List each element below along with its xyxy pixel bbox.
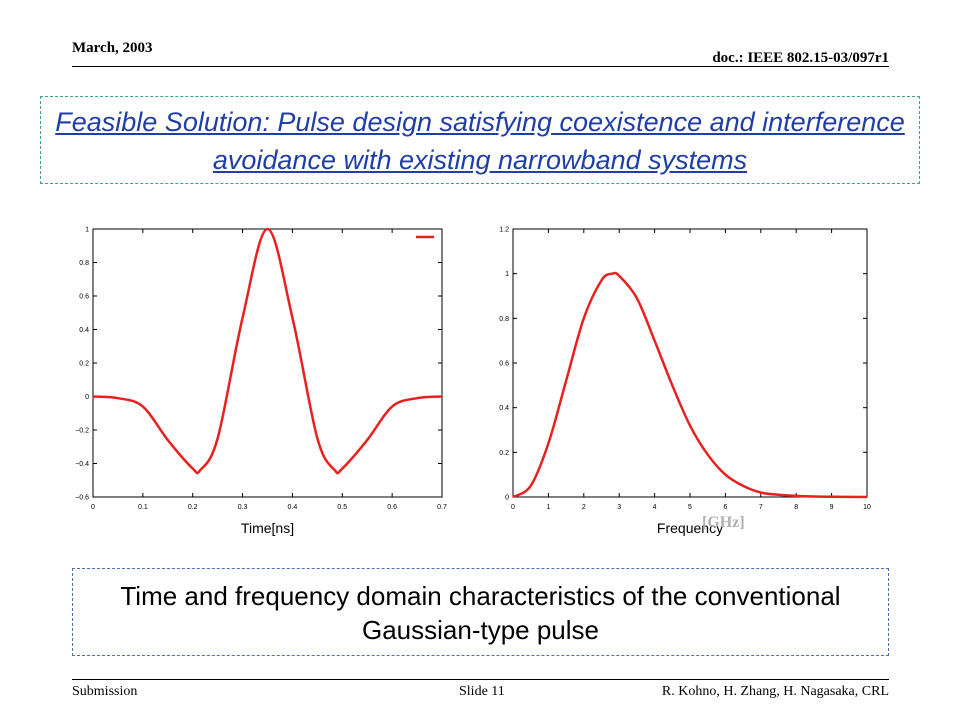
- y-tick-label: 0.4: [499, 405, 509, 412]
- series-line: [92, 227, 443, 475]
- x-tick-label: 9: [830, 504, 834, 511]
- x-tick-label: 6: [723, 504, 727, 511]
- x-tick-label: 2: [582, 504, 586, 511]
- y-tick-label: 0.6: [499, 361, 509, 368]
- y-tick-label: 0.2: [499, 450, 509, 457]
- y-tick-label: −0.2: [75, 428, 89, 435]
- plot-frame: [512, 228, 868, 498]
- footer-authors: R. Kohno, H. Zhang, H. Nagasaka, CRL: [661, 684, 889, 699]
- x-tick-label: 0.4: [288, 504, 298, 511]
- header-doc-id: doc.: IEEE 802.15-03/097r1: [712, 50, 889, 66]
- plot-frame: [92, 228, 443, 498]
- x-axis-label: Frequency: [657, 520, 723, 536]
- x-tick-label: 0: [511, 504, 515, 511]
- y-tick-label: 1: [505, 271, 509, 278]
- header-date: March, 2003: [72, 40, 153, 56]
- y-tick-label: 0.4: [79, 327, 89, 334]
- series-line: [512, 271, 868, 499]
- y-tick-label: −0.6: [75, 495, 89, 502]
- x-tick-label: 5: [688, 504, 692, 511]
- x-tick-label: 4: [653, 504, 657, 511]
- frequency-unit-label: [GHz]: [702, 514, 745, 531]
- x-tick-label: 8: [794, 504, 798, 511]
- y-tick-label: 0.8: [499, 316, 509, 323]
- x-tick-label: 7: [759, 504, 763, 511]
- x-axis-label: Time[ns]: [241, 520, 294, 536]
- y-tick-label: 0.6: [79, 294, 89, 301]
- y-tick-label: 0: [85, 394, 89, 401]
- slide-title: Feasible Solution: Pulse design satisfyi…: [55, 107, 905, 175]
- time-domain-chart-svg: 0 0.1 0.2 0.3 0.4 0.5 0.6 0.7 1 0.8 0.6 0.4 0.2 0 −0.2…: [75, 227, 447, 537]
- x-tick-label: 0.2: [188, 504, 198, 511]
- x-tick-label: 0.7: [437, 504, 447, 511]
- x-tick-label: 0.6: [387, 504, 397, 511]
- frequency-domain-chart: 0 1 2 3 4 5 6 7 8 9 10 1.2 1 0.8 0.6 0.4 0.2 0 Frequency: [478, 218, 878, 553]
- y-tick-label: −0.4: [75, 461, 89, 468]
- footer-submission: Submission: [72, 684, 138, 699]
- footer-rule: [72, 679, 889, 680]
- x-tick-label: 0.3: [238, 504, 248, 511]
- caption-box: Time and frequency domain characteristic…: [72, 568, 889, 656]
- x-tick-label: 0: [91, 504, 95, 511]
- y-tick-label: 1.2: [499, 227, 509, 234]
- y-tick-label: 0.2: [79, 361, 89, 368]
- x-tick-label: 1: [546, 504, 550, 511]
- x-tick-label: 0.5: [337, 504, 347, 511]
- figure-caption: Time and frequency domain characteristic…: [120, 581, 841, 645]
- y-tick-label: 0: [505, 495, 509, 502]
- footer-slide-number: Slide 11: [459, 684, 505, 699]
- y-tick-label: 0.8: [79, 260, 89, 267]
- y-tick-label: 1: [85, 227, 89, 234]
- x-tick-label: 3: [617, 504, 621, 511]
- x-tick-label: 0.1: [138, 504, 148, 511]
- title-box: Feasible Solution: Pulse design satisfyi…: [40, 96, 920, 184]
- time-domain-chart: 0 0.1 0.2 0.3 0.4 0.5 0.6 0.7 1 0.8 0.6 0.4 0.2 0 −0.2…: [72, 218, 452, 553]
- header-rule: [72, 66, 889, 67]
- x-tick-label: 10: [863, 504, 871, 511]
- frequency-domain-chart-svg: 0 1 2 3 4 5 6 7 8 9 10 1.2 1 0.8 0.6 0.4 0.2 0 Frequency: [499, 227, 871, 537]
